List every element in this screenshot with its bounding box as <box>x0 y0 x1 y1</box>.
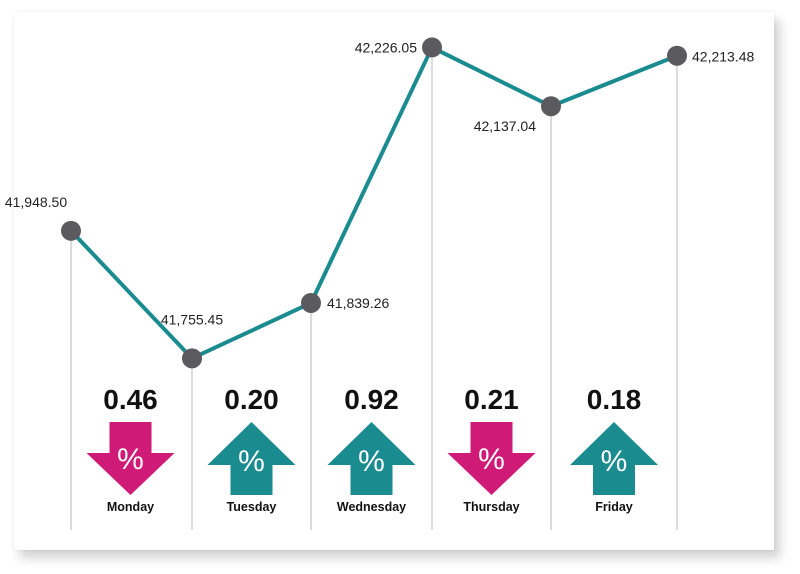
data-point <box>422 37 442 58</box>
arrow-down-icon <box>86 422 175 495</box>
value-label: 42,137.04 <box>474 118 536 134</box>
arrow-down-icon <box>447 422 536 495</box>
data-point <box>301 292 321 313</box>
day-label: Thursday <box>463 500 519 514</box>
percent-change-label: 0.20 <box>224 384 279 415</box>
percent-symbol: % <box>358 445 385 478</box>
value-label: 42,226.05 <box>355 39 417 55</box>
percent-symbol: % <box>238 445 265 478</box>
data-point <box>61 220 81 241</box>
data-point <box>541 96 561 117</box>
arrow-up-icon <box>207 422 296 495</box>
percent-symbol: % <box>601 445 628 478</box>
day-label: Tuesday <box>227 500 277 514</box>
series-line <box>69 45 679 361</box>
value-label: 41,948.50 <box>5 194 67 210</box>
day-label: Friday <box>595 500 633 514</box>
data-point <box>182 348 202 369</box>
percent-change-label: 0.92 <box>344 384 399 415</box>
day-label: Monday <box>107 500 154 514</box>
percent-change-label: 0.21 <box>464 384 519 415</box>
value-label: 42,213.48 <box>692 49 754 65</box>
percent-symbol: % <box>117 443 144 476</box>
percent-symbol: % <box>478 443 505 476</box>
data-point <box>667 45 687 66</box>
arrow-up-icon <box>327 422 416 495</box>
percent-change-label: 0.46 <box>103 384 158 415</box>
value-label: 41,839.26 <box>327 295 389 311</box>
day-label: Wednesday <box>337 500 406 514</box>
percent-change-label: 0.18 <box>587 384 642 415</box>
value-label: 41,755.45 <box>161 311 223 327</box>
arrow-up-icon <box>570 422 658 495</box>
